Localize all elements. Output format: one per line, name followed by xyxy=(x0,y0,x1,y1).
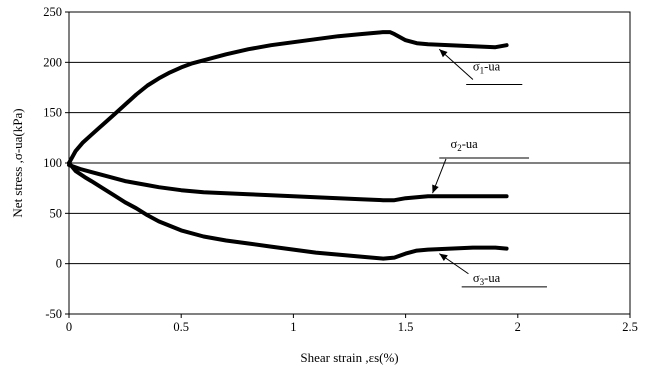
x-tick-label: 0 xyxy=(66,320,72,334)
y-tick-label: 150 xyxy=(43,106,62,120)
grid-lines xyxy=(69,61,630,265)
x-axis-label: Shear strain ,εs(%) xyxy=(300,350,398,365)
series-label-2: σ2-ua xyxy=(450,137,478,153)
y-tick-label: -50 xyxy=(45,307,62,321)
annotation-arrowhead xyxy=(439,253,448,262)
x-tick-label: 2 xyxy=(515,320,521,334)
x-tick-label: 1.5 xyxy=(398,320,414,334)
y-tick-label: 50 xyxy=(50,206,63,220)
y-tick-label: 0 xyxy=(56,257,62,271)
x-tick-label: 2.5 xyxy=(622,320,638,334)
axis-ticks: -50 0 50 100 150 200 250 0 0.5 1 1.5 2 2.5 xyxy=(43,5,638,334)
series-annotation-2: σ2-ua xyxy=(432,137,530,194)
y-tick-label: 250 xyxy=(43,5,62,19)
y-tick-label: 100 xyxy=(43,156,62,170)
series-label-3: σ3-ua xyxy=(473,271,501,287)
series-label-1: σ1-ua xyxy=(473,59,501,75)
series-line-2 xyxy=(67,163,509,203)
series-line-1 xyxy=(67,30,509,165)
x-tick-label: 1 xyxy=(290,320,296,334)
series-lines xyxy=(67,30,509,261)
annotation-arrowhead xyxy=(439,49,448,58)
series-annotation-1: σ1-ua xyxy=(438,48,523,85)
y-axis-label: Net stress ,σ-ua(kPa) xyxy=(10,108,25,217)
series-annotation-3: σ3-ua xyxy=(438,253,547,288)
series-annotations: σ1-ua σ2-ua σ3-ua xyxy=(432,48,547,288)
x-tick-label: 0.5 xyxy=(173,320,189,334)
series-line-3 xyxy=(67,161,509,261)
y-tick-label: 200 xyxy=(43,55,62,69)
annotation-arrowhead xyxy=(432,184,439,194)
